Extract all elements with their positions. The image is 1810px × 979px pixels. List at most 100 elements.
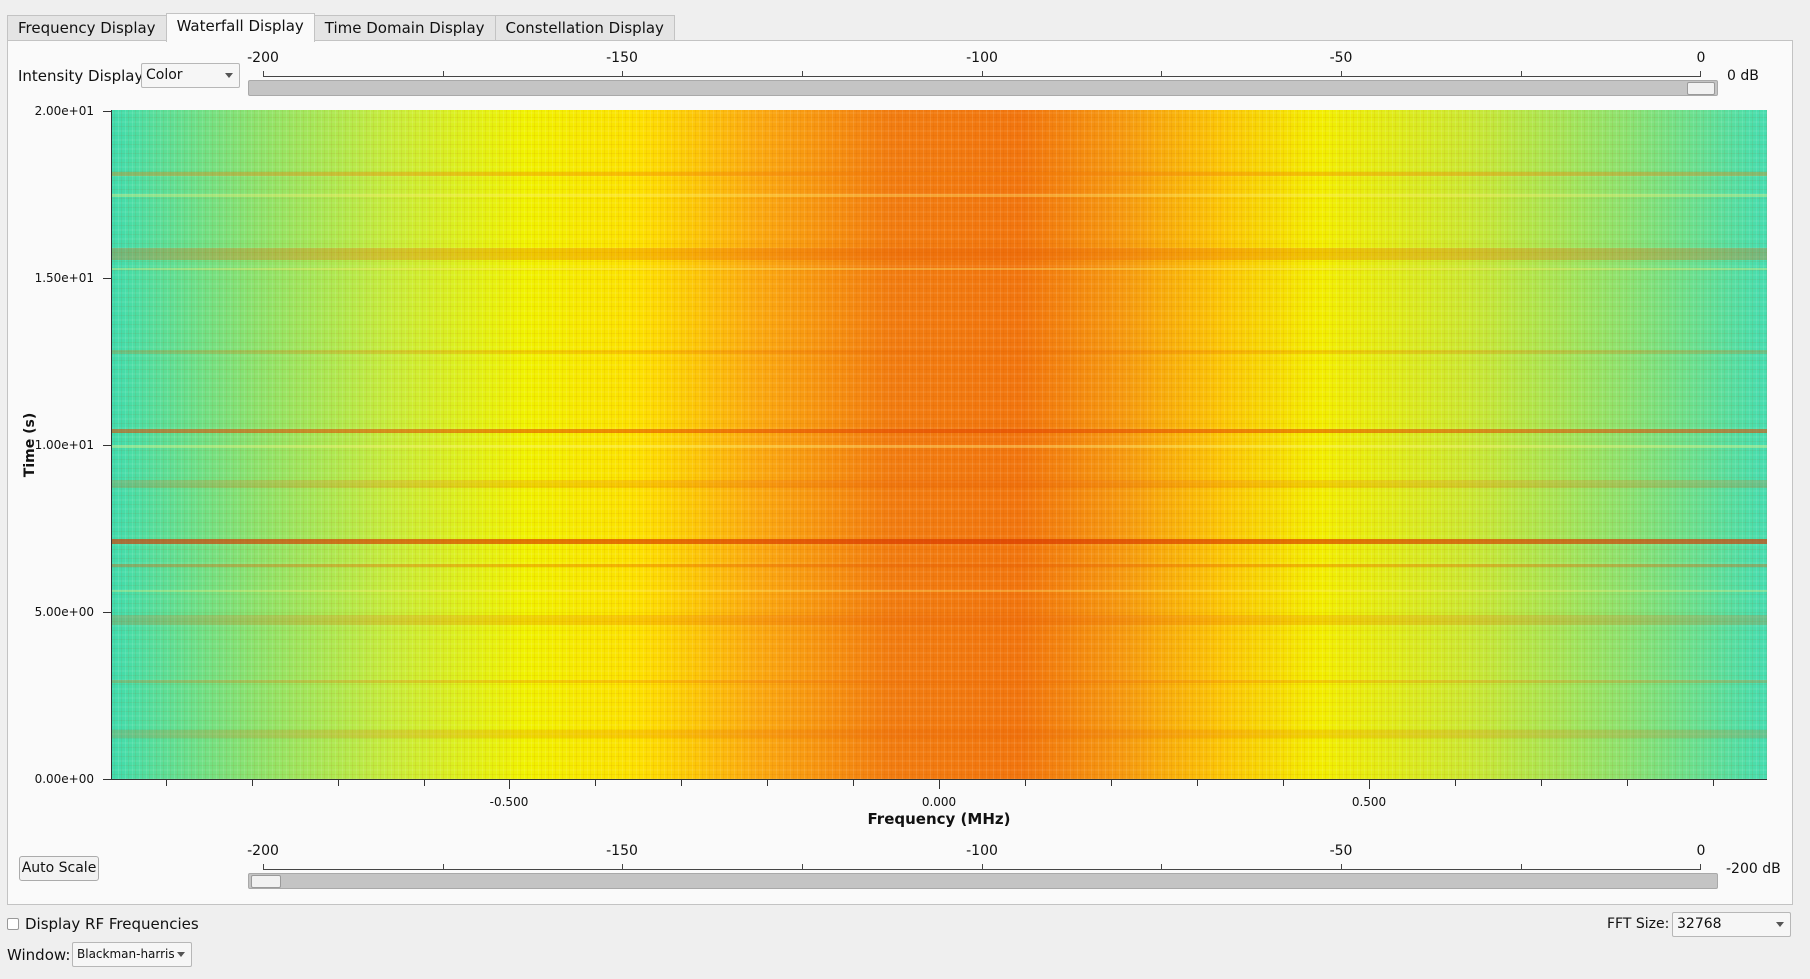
tab-waterfall-display[interactable]: Waterfall Display [165, 13, 315, 42]
scale-tick-label: 0 [1696, 843, 1706, 859]
scale-tick [622, 864, 623, 870]
y-tick [103, 612, 111, 613]
scale-tick [982, 864, 983, 870]
scale-tick-label: -50 [1329, 50, 1353, 66]
x-tick [1025, 780, 1026, 786]
scale-tick [1161, 71, 1162, 77]
x-tick [1627, 780, 1628, 786]
fft-size-select[interactable]: 32768 [1672, 912, 1791, 937]
waterfall-stripe [111, 268, 1767, 270]
scale-tick [1341, 71, 1342, 77]
y-tick [103, 779, 111, 780]
y-tick-label: 5.00e+00 [34, 605, 94, 619]
x-tick [1369, 780, 1370, 789]
scale-tick-label: -100 [966, 843, 998, 859]
fft-size-label: FFT Size: [1607, 916, 1670, 932]
window-label: Window: [7, 946, 71, 964]
scale-tick-label: 0 [1696, 50, 1706, 66]
waterfall-stripe [111, 429, 1767, 433]
max-intensity-slider[interactable] [248, 80, 1718, 96]
x-tick [424, 780, 425, 786]
x-tick [252, 780, 253, 786]
x-tick [1541, 780, 1542, 786]
y-tick-label: 1.50e+01 [34, 271, 94, 285]
scale-tick [263, 864, 264, 870]
window-select[interactable]: Blackman-harris [72, 942, 192, 967]
tab-bar: Frequency Display Waterfall Display Time… [7, 13, 675, 42]
scale-tick [802, 71, 803, 77]
x-tick [1713, 780, 1714, 786]
y-tick [103, 278, 111, 279]
scale-tick [1521, 71, 1522, 77]
waterfall-stripe [111, 350, 1767, 354]
waterfall-stripe [111, 194, 1767, 197]
x-tick [509, 780, 510, 789]
display-rf-label: Display RF Frequencies [25, 915, 199, 933]
bottom-intensity-scale: -200 -150 -100 -50 0 [247, 843, 1705, 873]
chevron-down-icon [1776, 922, 1784, 927]
y-tick-label: 1.00e+01 [34, 438, 94, 452]
y-tick [103, 445, 111, 446]
y-tick-label: 0.00e+00 [34, 772, 94, 786]
y-axis-title: Time (s) [22, 412, 38, 478]
waterfall-stripe [111, 564, 1767, 567]
y-axis: 2.00e+01 1.50e+01 1.00e+01 5.00e+00 0.00… [0, 104, 105, 786]
x-tick [166, 780, 167, 786]
x-tick [1283, 780, 1284, 786]
waterfall-stripe [111, 480, 1767, 488]
max-intensity-slider-handle[interactable] [1687, 82, 1715, 95]
waterfall-stripe [111, 248, 1767, 260]
scale-tick-label: -200 [247, 50, 279, 66]
tab-constellation-display[interactable]: Constellation Display [494, 15, 675, 42]
chevron-down-icon [177, 952, 185, 957]
intensity-display-label: Intensity Display: [18, 67, 148, 85]
waterfall-stripe [111, 445, 1767, 448]
y-tick-label: 2.00e+01 [34, 104, 94, 118]
waterfall-plot[interactable] [111, 110, 1767, 780]
x-tick-label: 0.000 [921, 795, 957, 809]
scale-tick [802, 864, 803, 870]
display-rf-checkbox[interactable] [7, 918, 19, 930]
x-tick [939, 780, 940, 789]
tab-time-domain-display[interactable]: Time Domain Display [313, 15, 496, 42]
x-tick-label: -0.500 [489, 795, 529, 809]
scale-tick [443, 864, 444, 870]
intensity-display-select[interactable]: Color [141, 63, 240, 88]
x-tick [1197, 780, 1198, 786]
x-tick [767, 780, 768, 786]
waterfall-stripe [111, 172, 1767, 176]
x-tick [853, 780, 854, 786]
waterfall-stripe [111, 730, 1767, 738]
scale-tick [1161, 864, 1162, 870]
auto-scale-button[interactable]: Auto Scale [19, 856, 99, 881]
scale-tick-label: -200 [247, 843, 279, 859]
y-tick [103, 111, 111, 112]
scale-tick [1341, 864, 1342, 870]
scale-tick [982, 71, 983, 77]
x-tick [681, 780, 682, 786]
scale-tick [1700, 71, 1701, 77]
scale-tick-label: -150 [606, 843, 638, 859]
scale-tick-label: -50 [1329, 843, 1353, 859]
waterfall-stripe [111, 590, 1767, 592]
min-intensity-slider[interactable] [248, 873, 1718, 889]
x-tick [338, 780, 339, 786]
fft-size-value: 32768 [1677, 916, 1722, 932]
x-axis-title: Frequency (MHz) [867, 810, 1011, 828]
window-value: Blackman-harris [77, 947, 175, 961]
scale-tick-label: -100 [966, 50, 998, 66]
waterfall-texture [111, 110, 1767, 780]
max-intensity-value: 0 dB [1727, 68, 1759, 84]
scale-tick [1700, 864, 1701, 870]
tab-frequency-display[interactable]: Frequency Display [7, 15, 167, 42]
waterfall-stripe [111, 615, 1767, 625]
scale-tick-label: -150 [606, 50, 638, 66]
scale-tick [263, 71, 264, 77]
scale-tick [1521, 864, 1522, 870]
min-intensity-value: -200 dB [1726, 861, 1781, 877]
waterfall-stripe [111, 539, 1767, 544]
min-intensity-slider-handle[interactable] [251, 875, 281, 888]
x-tick [595, 780, 596, 786]
scale-tick [443, 71, 444, 77]
top-intensity-scale: -200 -150 -100 -50 0 [247, 50, 1705, 80]
